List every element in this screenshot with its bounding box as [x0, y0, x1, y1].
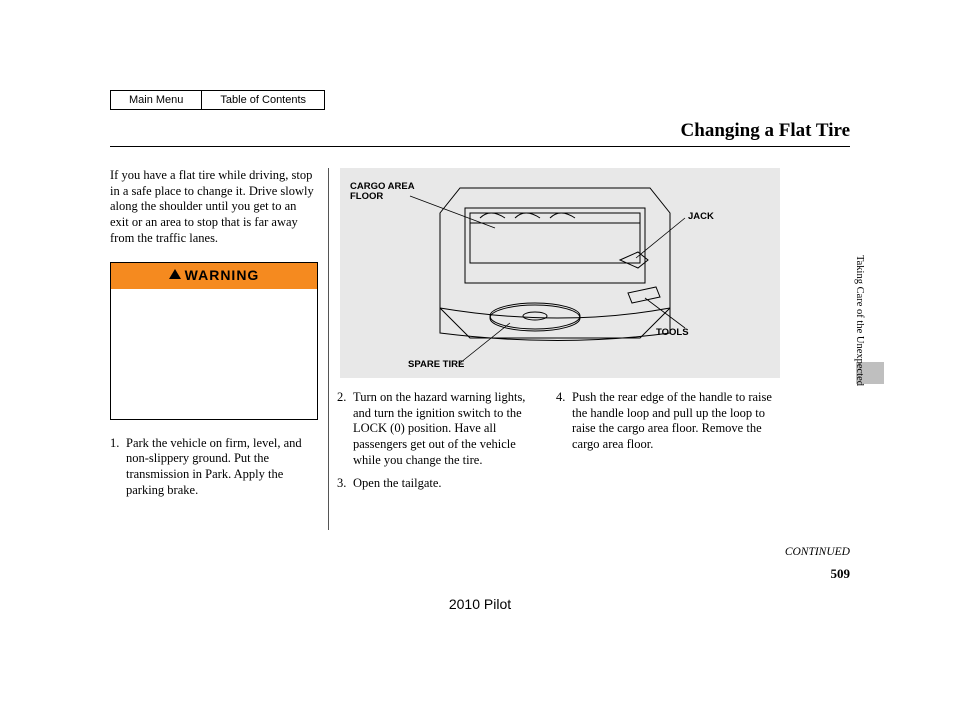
page-title: Changing a Flat Tire [681, 120, 850, 142]
warning-box: WARNING [110, 262, 318, 420]
step-4-num: 4. [556, 390, 572, 453]
intro-text: If you have a flat tire while driving, s… [110, 168, 318, 246]
page-number: 509 [831, 566, 851, 582]
warning-body [111, 289, 317, 419]
step-3: 3. Open the tailgate. [337, 476, 542, 492]
step-2: 2. Turn on the hazard warning lights, an… [337, 390, 542, 468]
column-1: If you have a flat tire while driving, s… [110, 168, 328, 530]
step-3-text: Open the tailgate. [353, 476, 542, 492]
main-menu-button[interactable]: Main Menu [111, 91, 202, 109]
continued-label: CONTINUED [785, 546, 850, 558]
nav-buttons: Main Menu Table of Contents [110, 90, 325, 110]
model-year: 2010 Pilot [110, 596, 850, 612]
warning-triangle-icon [169, 269, 181, 279]
title-rule [110, 146, 850, 147]
diagram: CARGO AREA FLOOR JACK TOOLS SPARE TIRE [340, 168, 780, 378]
column-divider-1 [328, 168, 329, 530]
step-4-text: Push the rear edge of the handle to rais… [572, 390, 772, 453]
step-2-text: Turn on the hazard warning lights, and t… [353, 390, 542, 468]
toc-button[interactable]: Table of Contents [202, 91, 324, 109]
step-1-num: 1. [110, 436, 126, 499]
label-tools: TOOLS [656, 328, 689, 338]
label-spare-tire: SPARE TIRE [408, 360, 464, 370]
step-1: 1. Park the vehicle on firm, level, and … [110, 436, 318, 499]
content-columns: If you have a flat tire while driving, s… [110, 168, 850, 530]
step-1-text: Park the vehicle on firm, level, and non… [126, 436, 318, 499]
label-jack: JACK [688, 212, 714, 222]
warning-header-text: WARNING [185, 267, 260, 283]
steps-list-col1: 1. Park the vehicle on firm, level, and … [110, 436, 318, 499]
step-2-num: 2. [337, 390, 353, 468]
steps-list-col2: 2. Turn on the hazard warning lights, an… [337, 390, 542, 492]
label-cargo-floor: CARGO AREA FLOOR [350, 182, 415, 203]
section-name: Taking Care of the Unexpected [854, 255, 865, 386]
warning-header: WARNING [111, 263, 317, 289]
steps-list-col3: 4. Push the rear edge of the handle to r… [556, 390, 772, 453]
step-4: 4. Push the rear edge of the handle to r… [556, 390, 772, 453]
step-3-num: 3. [337, 476, 353, 492]
